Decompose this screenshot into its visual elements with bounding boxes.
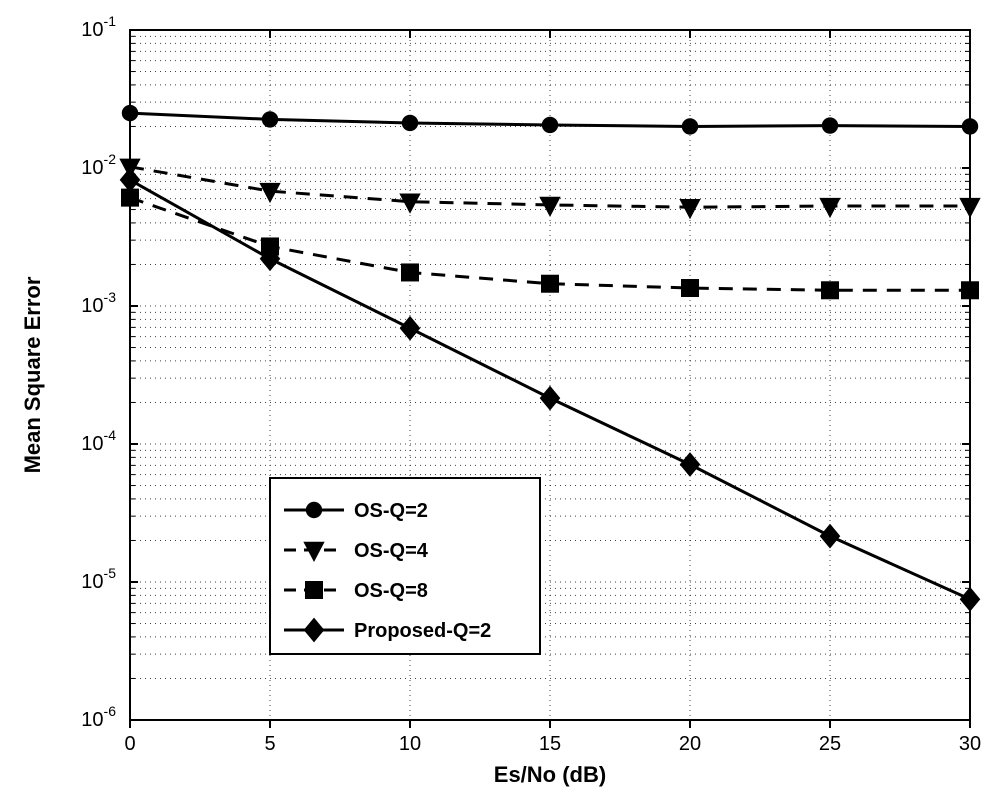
legend-label: OS-Q=4 <box>354 540 429 562</box>
svg-text:5: 5 <box>264 733 275 755</box>
x-axis-label: Es/No (dB) <box>494 762 606 787</box>
legend-label: OS-Q=2 <box>354 500 428 522</box>
legend: OS-Q=2 OS-Q=4 OS-Q=8 Proposed-Q=2 <box>270 478 540 654</box>
y-axis-label: Mean Square Error <box>20 276 45 473</box>
svg-text:30: 30 <box>959 733 981 755</box>
svg-text:15: 15 <box>539 733 561 755</box>
chart-container: 051015202530Es/No (dB)10-610-510-410-310… <box>0 0 1000 801</box>
svg-text:20: 20 <box>679 733 701 755</box>
svg-text:10: 10 <box>399 733 421 755</box>
legend-label: OS-Q=8 <box>354 580 428 602</box>
svg-text:25: 25 <box>819 733 841 755</box>
svg-text:0: 0 <box>124 733 135 755</box>
mse-chart: 051015202530Es/No (dB)10-610-510-410-310… <box>0 0 1000 801</box>
legend-label: Proposed-Q=2 <box>354 620 491 642</box>
